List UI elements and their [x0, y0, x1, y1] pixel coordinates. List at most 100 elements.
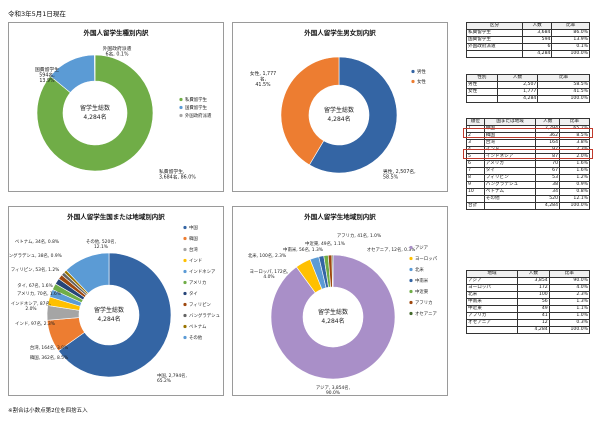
table-header-cell: 比率 [537, 74, 590, 82]
pie-slice [57, 252, 172, 378]
data-label: バングラデシュ, 38名, 0.9% [9, 252, 62, 259]
data-label: アメリカ, 70名, 1.6% [17, 290, 61, 297]
pie-slice [36, 54, 154, 172]
table-cell: アメリカ [483, 160, 537, 168]
table-header-cell: 人数 [516, 270, 550, 278]
data-label: 国費留学生 594名, 13.9% [35, 66, 59, 84]
table-region: 地域 人数 比率 アジア 3,854 90.0% ヨーロッパ 172 4.0% 北米 100 2.3%… [466, 270, 591, 334]
table-cell: 34 [535, 188, 561, 196]
center-label: 留学生総数 [80, 104, 110, 112]
legend-marker [179, 113, 183, 118]
legend-marker [409, 311, 413, 316]
chart-panel-country: 外国人留学生国または地域別内訳 留学生総数 4,284名 中国, 2,794名, 65… [8, 206, 224, 396]
legend-entry: アフリカ [415, 300, 433, 306]
table-cell: 0.9% [559, 181, 590, 189]
chart-title: 外国人留学生地域別内訳 [304, 213, 376, 221]
data-label: インドネシア, 87名, 2.0% [11, 300, 52, 312]
table-cell: 6 [466, 160, 485, 168]
table-cell: 1,777 [496, 88, 539, 96]
pie-slice [65, 252, 110, 294]
table-cell: 10 [466, 188, 485, 196]
data-label: フィリピン, 53名, 1.2% [11, 266, 60, 273]
table-cell: 4,284 [535, 202, 561, 210]
pie-slice [270, 254, 396, 380]
table-cell: 56 [516, 298, 550, 306]
table-type: 区分 人数 比率 私費留学生 3,684 86.0% 国費留学生 594 13.9% 外国政府派遣… [466, 22, 590, 58]
table-cell [483, 202, 537, 210]
table-cell: 男性 [466, 81, 498, 89]
table-header-cell: 順位 [466, 118, 485, 126]
table-cell: 100.0% [551, 50, 590, 58]
legend-marker [179, 105, 183, 110]
legend-entry: 中国 [189, 224, 198, 231]
table-cell: 0.8% [559, 188, 590, 196]
legend-marker [409, 278, 413, 283]
table-cell: 7 [466, 167, 485, 175]
table-cell: 1.6% [559, 160, 590, 168]
table-country: 順位 国または地域 人数 比率 1 中国 2,794 65.2% 2 韓国 362 8.5% 3 台湾 16… [466, 118, 590, 210]
legend-entry: 北米 [415, 266, 424, 273]
table-cell: 1.3% [548, 298, 591, 306]
pie-slice [331, 254, 334, 288]
table-cell: 38 [535, 181, 561, 189]
legend-entry: アメリカ [189, 280, 206, 286]
table-row: 4,284 100.0% [466, 326, 591, 334]
table-cell: 4,284 [521, 50, 553, 58]
pie-slice [280, 56, 340, 166]
table-cell: ヨーロッパ [466, 284, 518, 292]
legend-marker [183, 335, 187, 340]
table-header-cell: 性別 [466, 74, 498, 82]
table-cell: 0.1% [551, 43, 590, 51]
chart-title: 外国人留学生国または地域別内訳 [67, 213, 165, 221]
legend-marker [409, 267, 413, 272]
table-cell: ベトナム [483, 188, 537, 196]
chart-title: 外国人留学生種別内訳 [83, 29, 149, 37]
table-header-cell: 比率 [559, 118, 590, 126]
data-label: インド, 97名, 2.3% [15, 320, 55, 327]
table-row: 6 アメリカ 70 1.6% [466, 160, 590, 168]
table-cell: アジア [466, 277, 518, 285]
legend-entry: インドネシア [189, 269, 216, 275]
table-cell: 164 [535, 139, 561, 147]
table-row: 10 ベトナム 34 0.8% [466, 188, 590, 196]
center-total: 4,284名 [83, 113, 106, 121]
table-header-row: 区分 人数 比率 [466, 22, 590, 30]
table-row: その他 520 12.1% [466, 195, 590, 203]
table-cell: 12.1% [559, 195, 590, 203]
chart-panel-region: 外国人留学生地域別内訳 留学生総数 4,284名 アジア, 3,854名, 90.0%… [232, 206, 448, 396]
center-total: 4,284名 [97, 315, 120, 323]
legend-entry: 台湾 [189, 246, 198, 253]
table-cell: フィリピン [483, 174, 537, 182]
data-label: 中南米, 56名, 1.3% [283, 246, 323, 253]
table-cell: 90.0% [548, 277, 591, 285]
table-cell: 2,507 [496, 81, 539, 89]
legend-marker [411, 69, 415, 74]
table-row: 4,284 100.0% [466, 50, 590, 58]
legend-marker [409, 300, 413, 305]
data-label: オセアニア, 12名, 0.3% [367, 246, 416, 253]
table-cell: アフリカ [466, 312, 518, 320]
data-label: 男性, 2,507名, 58.5% [383, 168, 416, 181]
legend-marker [183, 269, 187, 274]
table-cell: 3,854 [516, 277, 550, 285]
legend-entry: ヨーロッパ [415, 256, 438, 262]
table-row: 男性 2,507 58.5% [466, 81, 590, 89]
legend-marker [183, 291, 187, 296]
date-label: 令和3年5月1日現在 [8, 10, 66, 18]
table-cell: 合計 [466, 202, 485, 210]
pie-slice [94, 54, 96, 82]
table-cell: 41.5% [537, 88, 590, 96]
chart-panel-type: 外国人留学生種別内訳 留学生総数 4,284名私費留学生, 3,684名, 86.0… [8, 22, 224, 192]
table-cell: 4,284 [516, 326, 550, 334]
table-row: 国費留学生 594 13.9% [466, 36, 590, 44]
table-cell: 3.8% [559, 139, 590, 147]
table-cell [466, 95, 498, 103]
table-cell: 100.0% [559, 202, 590, 210]
legend-marker [183, 258, 187, 263]
table-header-cell: 人数 [496, 74, 539, 82]
legend-marker [409, 256, 413, 261]
table-cell: 12 [516, 319, 550, 327]
data-label: 私費留学生, 3,684名, 86.0% [159, 168, 196, 181]
center-total: 4,284名 [327, 115, 350, 123]
